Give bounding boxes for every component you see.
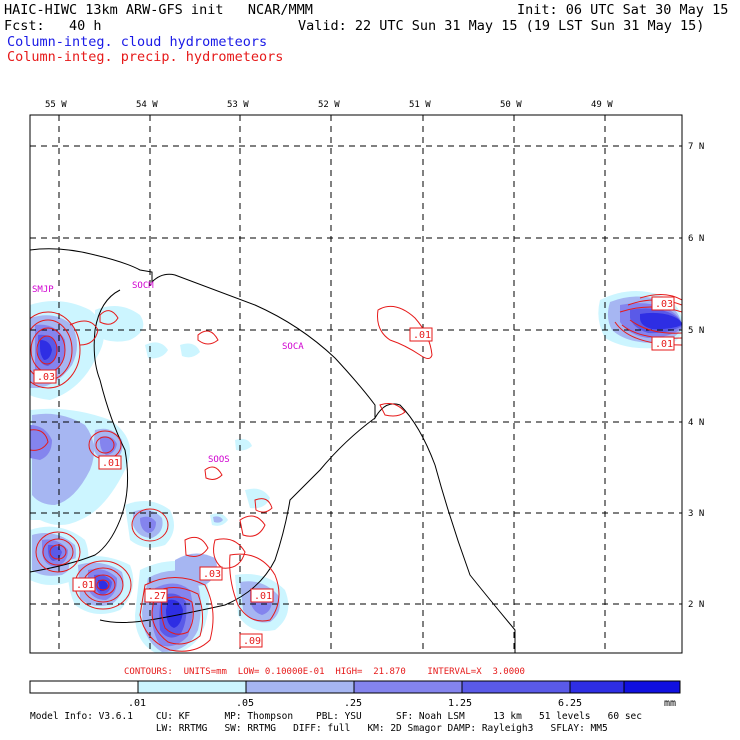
contour-label: .09 — [243, 636, 261, 647]
colorbar-tick-label: 6.25 — [558, 698, 582, 709]
contour-label: .03 — [655, 299, 673, 310]
lat-label: 7 N — [688, 142, 704, 152]
station-label-soca: SOCA — [282, 342, 304, 352]
model-info-line1: Model Info: V3.6.1 CU: KF MP: Thompson P… — [30, 711, 642, 722]
contour-label: .01 — [413, 330, 431, 341]
colorbar-tick-label: .05 — [236, 698, 254, 709]
colorbar-units: mm — [664, 698, 676, 709]
init-time: Init: 06 UTC Sat 30 May 15 — [517, 2, 729, 18]
contour-label: .01 — [102, 458, 120, 469]
station-label-soos: SOOS — [208, 455, 230, 465]
lon-label: 53 W — [227, 100, 249, 110]
contour-label-boxes — [33, 296, 675, 648]
forecast-hour: Fcst: 40 h — [4, 18, 102, 34]
field-precip-label: Column-integ. precip. hydrometeors — [7, 49, 284, 65]
lat-label: 4 N — [688, 418, 704, 428]
color-bar-ticks: .01 .05 .25 1.25 6.25 mm — [128, 698, 676, 709]
valid-time: Valid: 22 UTC Sun 31 May 15 (19 LST Sun … — [298, 18, 705, 34]
lat-label: 6 N — [688, 234, 704, 244]
title-text: HAIC-HIWC 13km ARW-GFS init NCAR/MMM — [4, 2, 313, 18]
contour-label: .27 — [148, 591, 166, 602]
contour-label: .01 — [76, 580, 94, 591]
station-labels: SMJP SOCM SOCA SOOS — [32, 281, 304, 465]
lon-label: 51 W — [409, 100, 431, 110]
contour-label: .03 — [37, 372, 55, 383]
lat-label: 3 N — [688, 509, 704, 519]
station-label-smjp: SMJP — [32, 285, 54, 295]
lon-label: 52 W — [318, 100, 340, 110]
latitude-labels: 7 N 6 N 5 N 4 N 3 N 2 N — [688, 142, 704, 610]
colorbar-tick-label: .01 — [128, 698, 146, 709]
contour-labels: .03 .01 .03 .01 .01 .01 .27 .03 .01 .09 — [37, 299, 673, 647]
lon-label: 55 W — [45, 100, 67, 110]
contour-label: .03 — [203, 569, 221, 580]
map-frame — [29, 114, 683, 654]
contour-label: .01 — [655, 339, 673, 350]
longitude-labels: 55 W 54 W 53 W 52 W 51 W 50 W 49 W — [45, 100, 613, 110]
color-bar — [29, 680, 681, 694]
lat-label: 2 N — [688, 600, 704, 610]
colorbar-tick-label: .25 — [344, 698, 362, 709]
station-label-socm: SOCM — [132, 281, 154, 291]
lat-lon-grid — [30, 115, 682, 653]
contours-info: CONTOURS: UNITS=mm LOW= 0.10000E-01 HIGH… — [124, 667, 525, 677]
field-cloud-label: Column-integ. cloud hydrometeors — [7, 34, 268, 50]
lon-label: 54 W — [136, 100, 158, 110]
lon-label: 49 W — [591, 100, 613, 110]
model-info-line2: LW: RRTMG SW: RRTMG DIFF: full KM: 2D Sm… — [30, 723, 608, 734]
lat-label: 5 N — [688, 326, 704, 336]
coastline — [30, 248, 516, 653]
colorbar-tick-label: 1.25 — [448, 698, 472, 709]
lon-label: 50 W — [500, 100, 522, 110]
contour-label: .01 — [254, 591, 272, 602]
